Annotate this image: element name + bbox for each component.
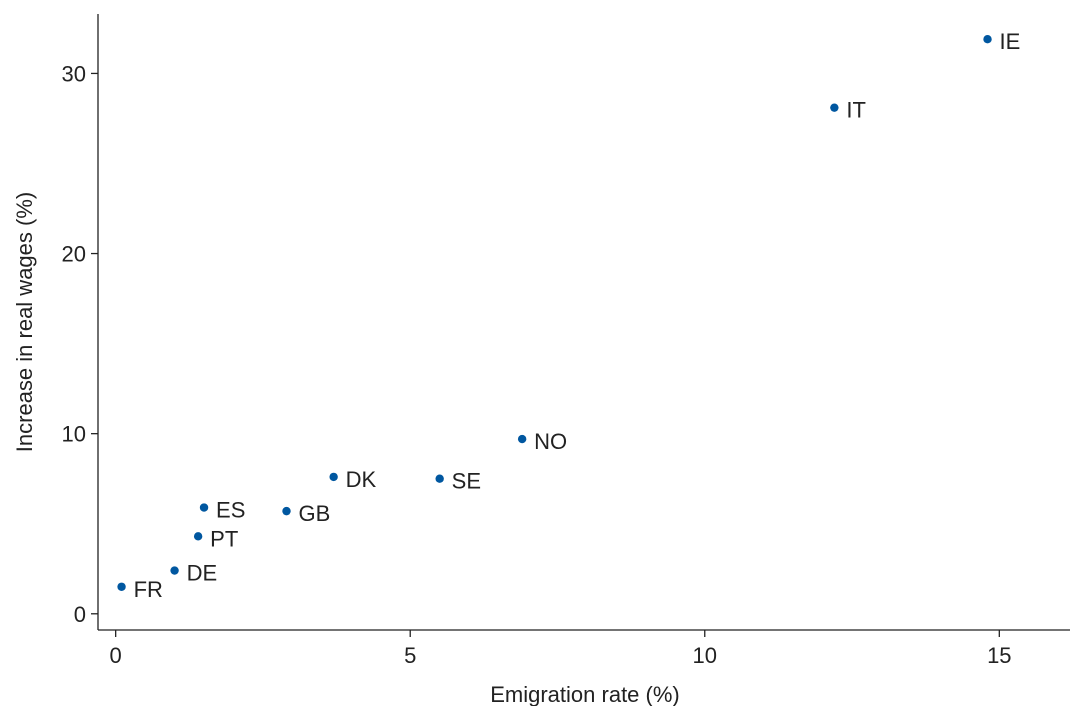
point-label: FR — [134, 577, 163, 602]
y-tick-label: 20 — [62, 242, 86, 267]
y-axis-title: Increase in real wages (%) — [12, 192, 37, 452]
data-point-no: NO — [517, 429, 567, 454]
y-tick-label: 30 — [62, 61, 86, 86]
x-tick-label: 0 — [110, 643, 122, 668]
point-marker — [170, 566, 179, 575]
point-marker — [193, 532, 203, 541]
point-marker — [435, 474, 444, 483]
data-point-se: SE — [435, 469, 481, 494]
point-label: IT — [846, 98, 866, 123]
point-marker — [282, 506, 291, 516]
point-marker — [117, 582, 126, 591]
data-point-de: DE — [170, 561, 217, 586]
point-label: ES — [216, 498, 245, 523]
point-label: PT — [210, 526, 238, 551]
data-points: IE IT NO SE DK GB ES PT DE FR — [117, 29, 1020, 602]
y-tick-label: 10 — [62, 422, 86, 447]
point-marker — [830, 103, 839, 112]
x-tick-label: 5 — [404, 643, 416, 668]
point-label: DE — [187, 561, 218, 586]
point-marker — [983, 35, 992, 44]
data-point-fr: FR — [117, 577, 163, 602]
y-tick-label: 0 — [74, 602, 86, 627]
x-tick-label: 15 — [987, 643, 1011, 668]
point-label: DK — [346, 467, 377, 492]
point-marker — [517, 434, 527, 444]
point-label: GB — [299, 501, 331, 526]
data-point-pt: PT — [193, 526, 238, 551]
point-label: SE — [452, 469, 481, 494]
point-label: IE — [1000, 29, 1021, 54]
data-point-es: ES — [199, 498, 245, 523]
data-point-dk: DK — [329, 467, 377, 492]
point-label: NO — [534, 429, 567, 454]
data-point-gb: GB — [282, 501, 330, 526]
data-point-it: IT — [830, 98, 866, 123]
point-marker — [329, 472, 338, 482]
axes: 0 5 10 15 0 10 20 30 — [62, 14, 1070, 668]
x-tick-label: 10 — [693, 643, 717, 668]
data-point-ie: IE — [983, 29, 1020, 54]
point-marker — [199, 503, 209, 512]
x-axis-title: Emigration rate (%) — [490, 682, 680, 706]
